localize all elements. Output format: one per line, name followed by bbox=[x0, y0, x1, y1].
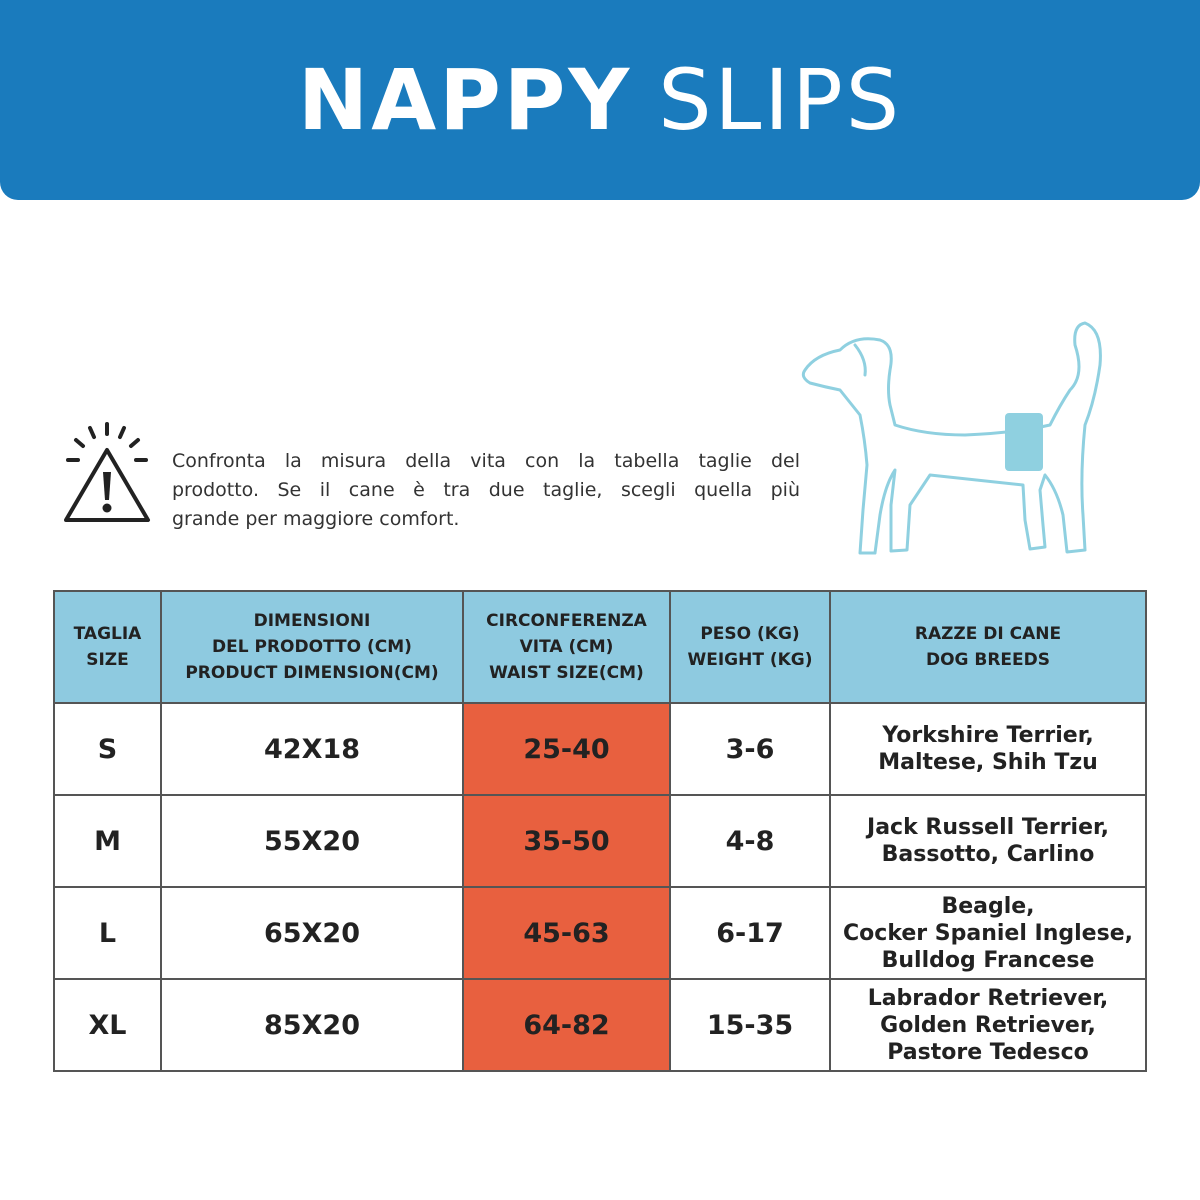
dimension-cell: 42X18 bbox=[160, 702, 464, 796]
breed-cell: Beagle, Cocker Spaniel Inglese, Bulldog Fr… bbox=[829, 886, 1147, 980]
text-line: Golden Retriever, bbox=[880, 1012, 1096, 1038]
weight-cell: 6-17 bbox=[669, 886, 831, 980]
text-line: TAGLIA bbox=[73, 624, 142, 644]
column-header: CIRCONFERENZA VITA (CM) WAIST SIZE(CM) bbox=[462, 590, 671, 704]
notice-line: grande per maggiore comfort. bbox=[172, 508, 460, 530]
column-header: TAGLIA SIZE bbox=[53, 590, 162, 704]
waist-cell: 25-40 bbox=[462, 702, 671, 796]
text-line: PRODUCT DIMENSION(CM) bbox=[185, 663, 439, 683]
text-line: PESO (KG) bbox=[700, 624, 800, 644]
text-line: DIMENSIONI bbox=[253, 611, 371, 631]
size-cell: L bbox=[53, 886, 162, 980]
notice-line: Confronta la misura della vita con la ta… bbox=[172, 450, 800, 472]
title-light: SLIPS bbox=[658, 51, 903, 149]
title-bold: NAPPY bbox=[297, 51, 633, 149]
text-line: RAZZE DI CANE bbox=[914, 624, 1062, 644]
text-line: Yorkshire Terrier, bbox=[882, 723, 1094, 748]
table-row: M 55X20 35-50 4-8 Jack Russell Terrier, Basso… bbox=[53, 794, 1147, 888]
size-cell: XL bbox=[53, 978, 162, 1072]
text-line: Jack Russell Terrier, bbox=[867, 815, 1109, 840]
warning-icon bbox=[64, 422, 150, 522]
text-line: CIRCONFERENZA bbox=[486, 611, 647, 631]
column-header: RAZZE DI CANE DOG BREEDS bbox=[829, 590, 1147, 704]
text-line: Bassotto, Carlino bbox=[881, 842, 1095, 867]
text-line: Pastore Tedesco bbox=[887, 1039, 1089, 1065]
notice-line: prodotto. Se il cane è tra due taglie, s… bbox=[172, 479, 800, 501]
text-line: WAIST SIZE(CM) bbox=[489, 663, 644, 683]
text-line: Labrador Retriever, bbox=[867, 985, 1109, 1011]
text-line: Cocker Spaniel Inglese, bbox=[843, 920, 1133, 946]
text-line: DEL PRODOTTO (CM) bbox=[212, 637, 412, 657]
text-line: Beagle, bbox=[941, 893, 1035, 919]
column-header: DIMENSIONI DEL PRODOTTO (CM) PRODUCT DIMEN… bbox=[160, 590, 464, 704]
dog-illustration bbox=[801, 321, 1102, 555]
column-header: PESO (KG) WEIGHT (KG) bbox=[669, 590, 831, 704]
breed-cell: Yorkshire Terrier, Maltese, Shih Tzu bbox=[829, 702, 1147, 796]
dimension-cell: 85X20 bbox=[160, 978, 464, 1072]
breed-cell: Labrador Retriever, Golden Retriever, Past… bbox=[829, 978, 1147, 1072]
dimension-cell: 65X20 bbox=[160, 886, 464, 980]
notice: Confronta la misura della vita con la ta… bbox=[172, 447, 800, 534]
text-line: Maltese, Shih Tzu bbox=[878, 750, 1098, 775]
text-line: DOG BREEDS bbox=[925, 650, 1051, 670]
waist-cell: 64-82 bbox=[462, 978, 671, 1072]
weight-cell: 4-8 bbox=[669, 794, 831, 888]
text-line: Bulldog Francese bbox=[881, 947, 1095, 973]
waist-cell: 45-63 bbox=[462, 886, 671, 980]
size-cell: M bbox=[53, 794, 162, 888]
weight-cell: 3-6 bbox=[669, 702, 831, 796]
size-table: TAGLIA SIZE DIMENSIONI DEL PRODOTTO (CM) PRO… bbox=[53, 590, 1147, 1072]
header-row: TAGLIA SIZE DIMENSIONI DEL PRODOTTO (CM) PRO… bbox=[53, 590, 1147, 704]
breed-cell: Jack Russell Terrier, Bassotto, Carlino bbox=[829, 794, 1147, 888]
text-line: WEIGHT (KG) bbox=[687, 650, 813, 670]
table-row: L 65X20 45-63 6-17 Beagle, Cocker Spaniel Ing… bbox=[53, 886, 1147, 980]
size-cell: S bbox=[53, 702, 162, 796]
text-line: SIZE bbox=[86, 650, 129, 670]
table-body: S 42X18 25-40 3-6 Yorkshire Terrier, Maltese,… bbox=[53, 702, 1147, 1072]
waist-cell: 35-50 bbox=[462, 794, 671, 888]
text-line: VITA (CM) bbox=[519, 637, 614, 657]
dimension-cell: 55X20 bbox=[160, 794, 464, 888]
table-row: XL 85X20 64-82 15-35 Labrador Retriever, Gold… bbox=[53, 978, 1147, 1072]
header: NAPPY SLIPS bbox=[0, 0, 1200, 200]
weight-cell: 15-35 bbox=[669, 978, 831, 1072]
table-row: S 42X18 25-40 3-6 Yorkshire Terrier, Maltese,… bbox=[53, 702, 1147, 796]
